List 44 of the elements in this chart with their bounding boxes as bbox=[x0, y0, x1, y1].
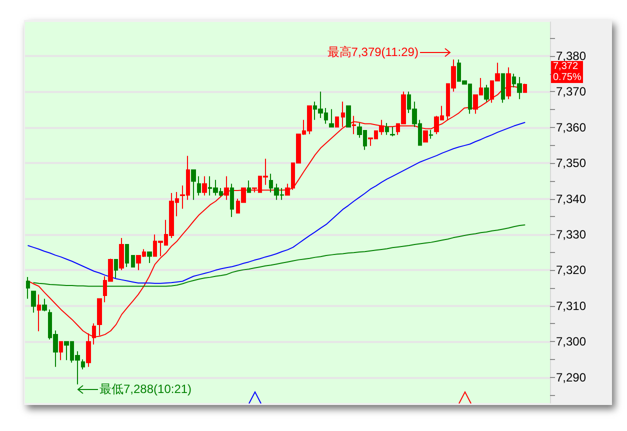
candlestick bbox=[197, 176, 201, 196]
candlestick bbox=[329, 108, 334, 128]
candlestick bbox=[131, 255, 135, 268]
candlestick bbox=[352, 115, 356, 135]
candlestick bbox=[26, 276, 30, 300]
y-tick-label: 7,350 bbox=[556, 156, 586, 170]
candlestick bbox=[523, 83, 527, 93]
y-tick-label: 7,360 bbox=[556, 120, 586, 134]
candlestick bbox=[390, 126, 395, 137]
candlestick bbox=[191, 169, 196, 200]
candlestick bbox=[81, 358, 85, 370]
candlestick bbox=[114, 258, 118, 279]
candlestick bbox=[230, 183, 234, 218]
candlestick bbox=[429, 129, 433, 140]
candlestick bbox=[484, 84, 489, 102]
y-tick-label: 7,310 bbox=[556, 298, 586, 313]
candlestick bbox=[385, 122, 389, 136]
y-tick-label: 7,380 bbox=[556, 48, 586, 63]
candlestick bbox=[346, 105, 351, 128]
y-tick-label: 7,330 bbox=[556, 227, 586, 242]
candlestick bbox=[224, 176, 229, 200]
candlestick bbox=[42, 298, 47, 312]
y-tick-label: 7,290 bbox=[556, 370, 586, 384]
candlestick bbox=[423, 130, 428, 142]
candlestick bbox=[31, 290, 36, 314]
y-tick-label: 7,320 bbox=[556, 263, 586, 278]
candlestick bbox=[341, 101, 345, 128]
annotation: 最高7,379(11:29) bbox=[327, 45, 418, 60]
candlestick bbox=[335, 116, 339, 128]
candlestick bbox=[125, 244, 129, 268]
candlestick bbox=[119, 238, 124, 271]
candlestick bbox=[59, 341, 63, 361]
candlestick bbox=[501, 73, 505, 104]
text: 0.75% bbox=[553, 72, 582, 84]
annotation: 最低7,288(10:21) bbox=[100, 382, 192, 396]
candlestick bbox=[147, 251, 152, 264]
line-series bbox=[32, 224, 526, 287]
y-tick-label: 7,370 bbox=[556, 84, 586, 99]
y-tick-label: 7,340 bbox=[556, 192, 586, 206]
y-tick-label: 7,300 bbox=[556, 334, 586, 349]
line-series bbox=[27, 122, 526, 284]
candlestick bbox=[247, 180, 251, 193]
candlestick bbox=[202, 176, 207, 196]
candlestick bbox=[37, 294, 41, 332]
